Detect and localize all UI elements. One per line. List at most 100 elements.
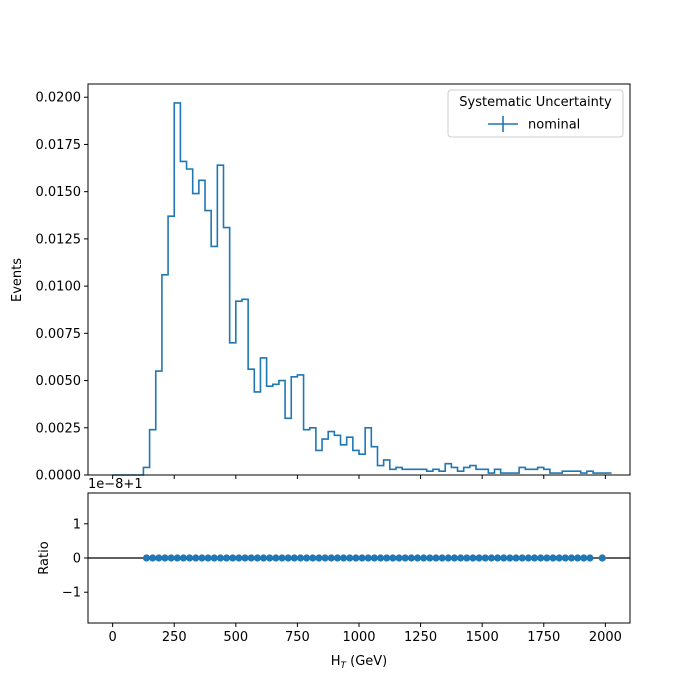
ratio-point	[284, 554, 292, 562]
ratio-point	[364, 554, 372, 562]
ratio-point	[506, 554, 514, 562]
ratio-point	[229, 554, 237, 562]
ratio-point	[352, 554, 360, 562]
ratio-point	[198, 554, 206, 562]
ratio-y-ticks: 1 0 −1	[62, 517, 88, 601]
ratio-point	[155, 554, 163, 562]
ratio-x-tick-label: 750	[285, 630, 310, 645]
ratio-point	[463, 554, 471, 562]
ratio-point	[192, 554, 200, 562]
ratio-point	[567, 554, 576, 562]
ratio-frame	[87, 492, 631, 624]
ratio-point	[413, 554, 422, 562]
ratio-point	[438, 554, 446, 562]
ratio-point	[407, 554, 415, 562]
ratio-point	[210, 554, 218, 562]
ratio-point	[272, 554, 280, 562]
ratio-x-tick-label: 1250	[404, 630, 437, 645]
histogram-step-line	[112, 102, 612, 476]
histogram-panel: 0.0000 0.0025 0.0050 0.0075 0.0100 0.0125 0.01…	[10, 83, 631, 484]
ratio-point	[457, 554, 465, 562]
ratio-point	[186, 554, 194, 562]
ratio-point	[580, 554, 588, 562]
ratio-y-tick-label: −1	[62, 586, 81, 601]
legend: Systematic Uncertainty nominal	[447, 89, 624, 138]
histogram-y-tick-label: 0.0000	[36, 469, 82, 484]
ratio-y-axis-label: Ratio	[37, 541, 52, 574]
ratio-point	[327, 554, 335, 562]
histogram-y-tick-label: 0.0050	[36, 374, 82, 389]
ratio-point	[444, 554, 452, 562]
ratio-point	[537, 554, 545, 562]
histogram-y-tick-label: 0.0175	[36, 138, 82, 153]
histogram-y-tick-label: 0.0100	[36, 280, 82, 295]
ratio-points	[142, 554, 606, 562]
ratio-point	[296, 554, 305, 562]
histogram-y-ticks: 0.0000 0.0025 0.0050 0.0075 0.0100 0.0125 0.01…	[36, 91, 88, 484]
ratio-point	[383, 554, 391, 562]
ratio-point	[524, 554, 532, 562]
ratio-point	[303, 554, 311, 562]
ratio-point	[266, 554, 274, 562]
ratio-point	[376, 554, 385, 562]
ratio-point	[481, 554, 489, 562]
ratio-point	[598, 554, 606, 562]
ratio-point	[290, 554, 298, 562]
ratio-point	[340, 554, 348, 562]
ratio-point	[358, 554, 366, 562]
histogram-y-tick-label: 0.0150	[36, 185, 82, 200]
ratio-x-tick-label: 1000	[342, 630, 375, 645]
legend-title: Systematic Uncertainty	[459, 95, 612, 110]
ratio-point	[549, 554, 557, 562]
ratio-y-tick-label: 0	[73, 552, 81, 567]
histogram-y-axis-label: Events	[10, 258, 25, 302]
histogram-y-tick-label: 0.0200	[36, 91, 82, 106]
ratio-point	[530, 554, 539, 562]
ratio-x-tick-label: 2000	[589, 630, 622, 645]
ratio-point	[259, 554, 268, 562]
ratio-point	[487, 554, 496, 562]
legend-entry-nominal: nominal	[528, 118, 580, 133]
ratio-point	[346, 554, 354, 562]
ratio-point	[222, 554, 231, 562]
ratio-y-tick-label: 1	[73, 517, 81, 532]
ratio-point	[475, 554, 483, 562]
ratio-point	[216, 554, 225, 562]
ratio-x-tick-label: 1750	[527, 630, 560, 645]
ratio-point	[149, 554, 157, 562]
ratio-point	[401, 554, 409, 562]
ratio-point	[555, 554, 563, 562]
ratio-point	[278, 554, 286, 562]
ratio-point	[389, 554, 397, 562]
ratio-point	[161, 554, 169, 562]
ratio-x-tick-label: 500	[223, 630, 248, 645]
ratio-point	[333, 554, 342, 562]
histogram-frame	[87, 83, 631, 476]
ratio-point	[241, 554, 249, 562]
ratio-point	[469, 554, 477, 562]
histogram-y-tick-label: 0.0125	[36, 232, 82, 247]
legend-box	[447, 89, 624, 138]
ratio-point	[493, 554, 502, 562]
ratio-x-tick-label: 250	[162, 630, 187, 645]
ratio-point	[512, 554, 520, 562]
ratio-x-tick-label: 0	[108, 630, 116, 645]
ratio-offset-text: 1e−8+1	[88, 477, 143, 492]
ratio-point	[142, 554, 151, 562]
ratio-point	[173, 554, 181, 562]
ratio-point	[321, 554, 329, 562]
ratio-point	[432, 554, 440, 562]
histogram-plot-area	[88, 84, 630, 475]
ratio-point	[500, 554, 508, 562]
ratio-point	[561, 554, 569, 562]
ratio-point	[179, 554, 188, 562]
ratio-point	[518, 554, 526, 562]
ratio-point	[247, 554, 255, 562]
ratio-point	[574, 554, 582, 562]
ratio-point	[420, 554, 428, 562]
histogram-y-tick-label: 0.0075	[36, 327, 82, 342]
ratio-point	[235, 554, 243, 562]
ratio-panel: 1e−8+1 1 0 −1 0 250 500 750 1000 1250 1500 1750 20…	[37, 477, 631, 671]
ratio-point	[370, 554, 378, 562]
